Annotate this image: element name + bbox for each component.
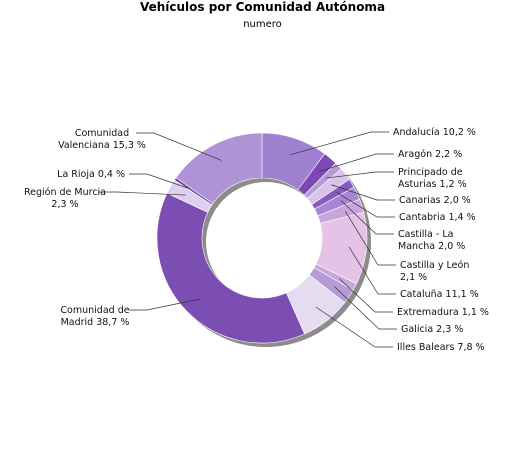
leader-castilla-la-mancha	[340, 200, 394, 235]
leader-galicia	[334, 286, 397, 330]
leader-extremadura	[339, 278, 393, 313]
leader-comunidad-de-madrid	[129, 298, 200, 311]
leader-principado-de-asturias	[325, 171, 394, 179]
leader-illes-balears	[315, 306, 393, 348]
leader-la-rioja	[129, 173, 190, 190]
slices	[156, 132, 368, 344]
slice-labels: Andalucía 10,2 % Aragón 2,2 % Principado d…	[24, 127, 489, 353]
label-cantabria: Cantabria 1,4 %	[399, 212, 476, 223]
label-la-rioja: La Rioja 0,4 %	[57, 169, 125, 180]
label-andalucia: Andalucía 10,2 %	[393, 127, 476, 138]
label-galicia: Galicia 2,3 %	[401, 324, 463, 335]
label-cataluna: Cataluña 11,1 %	[400, 289, 479, 300]
label-aragon: Aragón 2,2 %	[398, 149, 462, 160]
leader-canarias	[331, 184, 395, 201]
slice-comunidad-valenciana	[175, 132, 263, 205]
label-region-de-murcia: Región de Murcia 2,3 %	[24, 187, 106, 210]
chart-subtitle: numero	[243, 19, 282, 30]
label-principado-de-asturias: Principado de Asturias 1,2 %	[398, 167, 467, 190]
label-castilla-y-leon: Castilla y León 2,1 %	[400, 260, 469, 283]
leader-region-de-murcia	[99, 191, 186, 196]
label-extremadura: Extremadura 1,1 %	[397, 307, 489, 318]
label-illes-balears: Illes Balears 7,8 %	[397, 342, 485, 353]
slice-comunidad-de-madrid	[156, 192, 305, 344]
leader-andalucia	[289, 131, 389, 156]
leader-castilla-y-leon	[344, 210, 396, 266]
label-canarias: Canarias 2,0 %	[399, 195, 471, 206]
leader-cataluna	[348, 246, 396, 295]
label-comunidad-valenciana: Comunidad Valenciana 15,3 %	[58, 128, 146, 151]
label-castilla-la-mancha: Castilla - La Mancha 2,0 %	[398, 229, 465, 252]
leader-comunidad-valenciana	[136, 132, 222, 161]
leader-aragon	[318, 153, 394, 172]
label-comunidad-de-madrid: Comunidad de Madrid 38,7 %	[60, 305, 129, 328]
leader-cantabria	[336, 192, 395, 218]
shadow-hole	[206, 182, 326, 302]
chart-title: Vehículos por Comunidad Autónoma	[139, 0, 386, 14]
leader-lines	[99, 131, 397, 348]
